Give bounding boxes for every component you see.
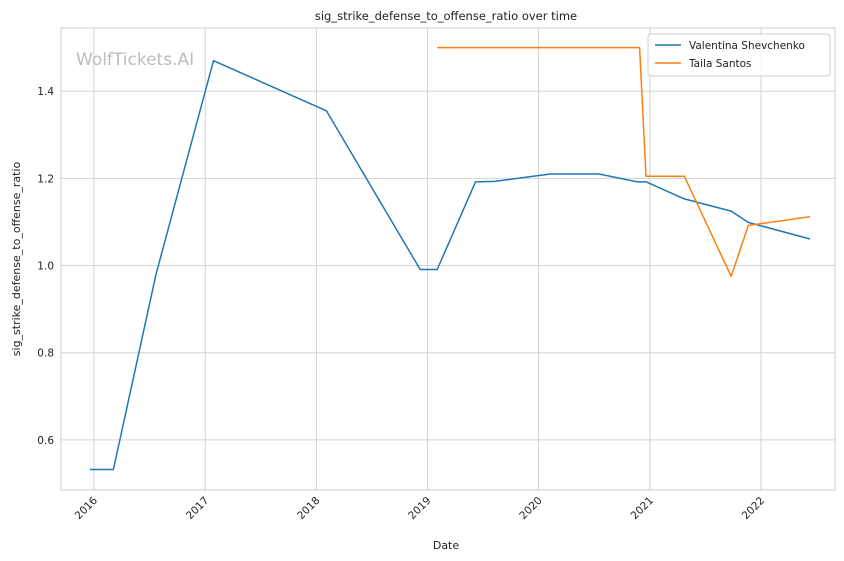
x-axis-label: Date (433, 539, 460, 552)
y-tick-label: 1.4 (37, 86, 54, 98)
y-tick-label: 0.6 (37, 435, 54, 447)
y-axis-label: sig_strike_defense_to_offense_ratio (10, 162, 23, 357)
legend-label: Taila Santos (688, 58, 751, 70)
plot-background (61, 28, 835, 490)
chart-title: sig_strike_defense_to_offense_ratio over… (315, 9, 577, 23)
series-line-2 (437, 46, 811, 278)
plot-frame (60, 27, 836, 491)
legend: Valentina Shevchenko Taila Santos (647, 33, 831, 77)
legend-box (647, 33, 831, 77)
series-line-1 (89, 59, 811, 471)
y-tick-label: 0.8 (37, 348, 54, 360)
y-tick-label: 1.2 (37, 173, 54, 185)
y-tick-label: 1.0 (37, 261, 54, 273)
watermark-text: WolfTickets.AI (76, 50, 194, 70)
legend-label: Valentina Shevchenko (689, 40, 805, 52)
